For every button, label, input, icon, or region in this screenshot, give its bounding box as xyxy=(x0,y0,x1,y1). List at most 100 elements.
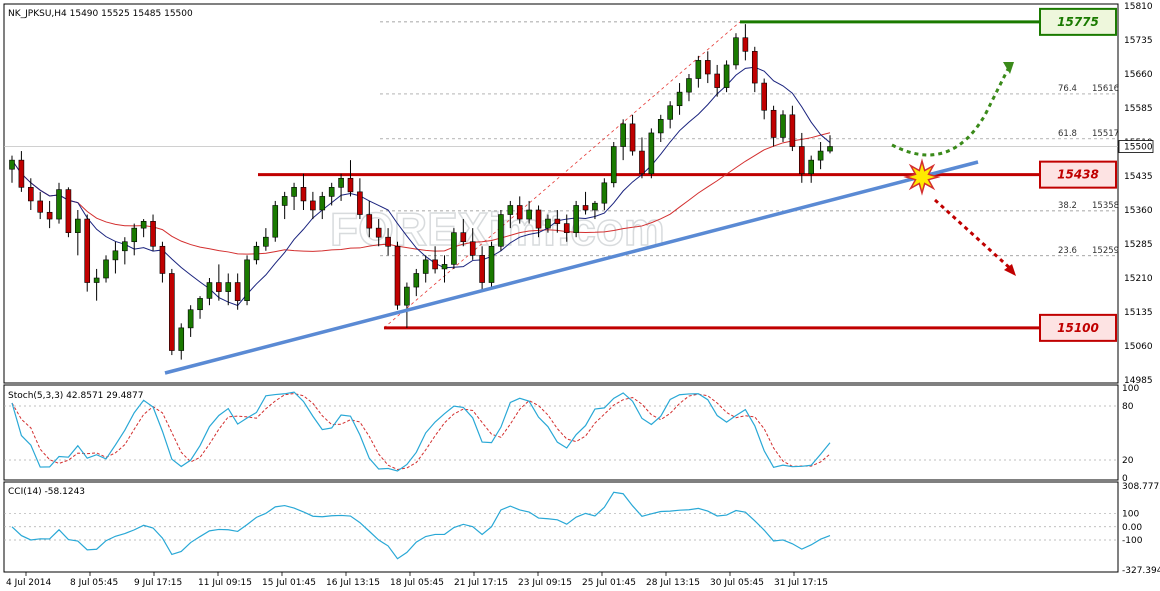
candle-body xyxy=(150,221,156,247)
time-tick-label: 9 Jul 17:15 xyxy=(134,578,182,588)
stoch-panel xyxy=(3,384,1119,481)
bearish-arrow-path xyxy=(933,198,1014,272)
candle-body xyxy=(620,123,626,147)
candle-body xyxy=(554,218,561,224)
candle-body xyxy=(206,282,213,299)
candle-body xyxy=(441,264,448,270)
time-tick-label: 8 Jul 05:45 xyxy=(70,578,118,588)
candle-body xyxy=(817,150,824,161)
candle-body xyxy=(610,146,617,184)
candle-body xyxy=(479,255,485,283)
candle-body xyxy=(657,119,664,134)
candle-body xyxy=(197,298,203,311)
candle-body xyxy=(281,196,288,206)
level-label: 15775 xyxy=(1057,15,1099,29)
fib-value-label: 15616 xyxy=(1092,84,1119,94)
candle-body xyxy=(404,286,410,306)
cci-tick-label: 0.00 xyxy=(1122,523,1142,533)
candle-body xyxy=(451,232,457,265)
candle-body xyxy=(667,105,673,120)
time-tick-label: 25 Jul 01:45 xyxy=(582,578,636,588)
bearish-arrow-head xyxy=(1004,264,1016,276)
candle-body xyxy=(639,150,645,175)
candle-body xyxy=(761,82,767,111)
fib-value-label: 15358 xyxy=(1092,201,1119,211)
candle-body xyxy=(592,202,598,211)
price-tick-label: 15585 xyxy=(1124,104,1153,114)
price-tick-label: 15735 xyxy=(1124,36,1153,46)
candle-body xyxy=(601,182,608,204)
price-tick-label: 15285 xyxy=(1124,240,1153,250)
candle-body xyxy=(535,209,542,229)
bullish-arrow-head xyxy=(1003,62,1014,74)
time-tick-label: 4 Jul 2014 xyxy=(6,578,51,588)
price-tick-label: 15135 xyxy=(1124,308,1153,318)
candle-body xyxy=(516,205,523,220)
candle-body xyxy=(563,223,570,233)
candle-body xyxy=(75,218,81,233)
candle-body xyxy=(507,205,514,215)
candle-body xyxy=(28,187,34,202)
candle-body xyxy=(582,205,589,211)
level-label-box xyxy=(1039,313,1117,342)
candle-body xyxy=(244,259,250,301)
time-tick-label: 11 Jul 09:15 xyxy=(198,578,252,588)
candle-body xyxy=(84,218,91,283)
time-tick-label: 21 Jul 17:15 xyxy=(454,578,508,588)
trendline xyxy=(164,160,979,375)
cci-tick-label: -327.3941 xyxy=(1122,566,1160,576)
candle-body xyxy=(347,177,354,193)
candle-body xyxy=(310,200,316,211)
stoch-tick-label: 20 xyxy=(1122,456,1134,466)
candle-body xyxy=(676,91,683,107)
level-label: 15438 xyxy=(1057,168,1099,182)
candle-body xyxy=(394,245,401,306)
bullish-arrow-path xyxy=(891,64,1012,157)
candle-body xyxy=(798,146,805,175)
candle-body xyxy=(375,227,382,238)
candle-body xyxy=(714,73,720,88)
candle-body xyxy=(695,60,702,79)
candle-body xyxy=(234,282,241,301)
candle-body xyxy=(780,114,786,138)
candle-body xyxy=(272,205,279,238)
candle-body xyxy=(328,187,335,197)
candle-body xyxy=(789,114,796,147)
breakout-burst xyxy=(903,158,941,196)
candle-body xyxy=(827,146,833,152)
candle-body xyxy=(65,189,72,233)
stoch-main-line xyxy=(11,391,831,472)
price-tick-label: 15060 xyxy=(1124,342,1153,352)
level-label-box xyxy=(1039,160,1117,189)
stoch-tick-label: 0 xyxy=(1122,474,1128,484)
candle-body xyxy=(704,60,711,75)
candle-body xyxy=(629,123,636,152)
fib-value-label: 15259 xyxy=(1092,246,1119,256)
candle-body xyxy=(93,277,100,283)
candle-body xyxy=(225,282,232,292)
symbol-header: NK_JPKSU,H4 15490 15525 15485 15500 xyxy=(8,9,193,19)
last-price-label: 15500 xyxy=(1124,143,1153,153)
cci-label: CCI(14) -58.1243 xyxy=(8,487,85,497)
fib-ratio-label: 76.4 xyxy=(1058,84,1077,94)
candle-body xyxy=(460,232,467,243)
candle-body xyxy=(366,214,373,229)
candle-body xyxy=(46,211,53,220)
candle-body xyxy=(9,159,15,170)
candle-body xyxy=(488,245,495,283)
candle-body xyxy=(37,200,44,213)
time-tick-label: 31 Jul 17:15 xyxy=(774,578,828,588)
time-tick-label: 28 Jul 13:15 xyxy=(646,578,700,588)
cci-tick-label: -100 xyxy=(1122,536,1143,546)
last-price-box xyxy=(1118,140,1154,153)
time-tick-label: 18 Jul 05:45 xyxy=(390,578,444,588)
time-tick-label: 23 Jul 09:15 xyxy=(518,578,572,588)
candle-body xyxy=(338,177,344,188)
candle-body xyxy=(723,64,730,88)
candle-body xyxy=(56,189,62,220)
candle-body xyxy=(159,245,166,274)
candle-body xyxy=(573,205,579,233)
candle-body xyxy=(103,259,109,279)
candle-body xyxy=(432,259,438,270)
